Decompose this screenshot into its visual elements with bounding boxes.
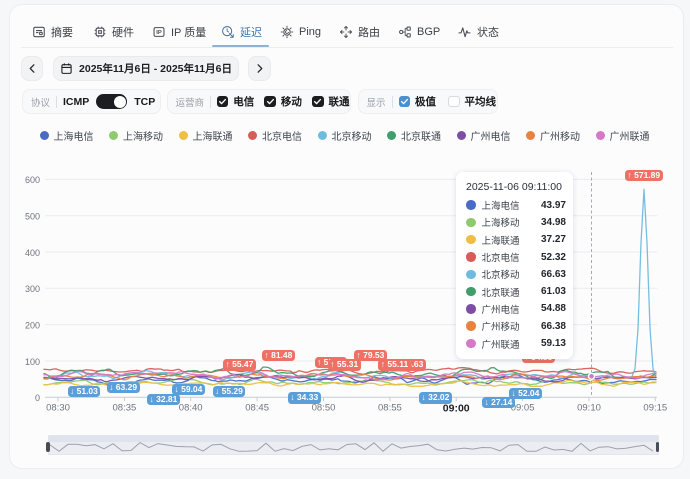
svg-text:400: 400 [25, 248, 40, 258]
svg-text:09:15: 09:15 [643, 403, 667, 414]
svg-text:300: 300 [25, 284, 40, 294]
svg-text:IP: IP [156, 30, 162, 36]
svg-text:0: 0 [35, 393, 40, 403]
svg-text:100: 100 [25, 357, 40, 367]
svg-text:08:45: 08:45 [245, 403, 269, 414]
svg-text:09:10: 09:10 [577, 403, 601, 414]
svg-text:09:05: 09:05 [511, 403, 535, 414]
svg-text:08:55: 08:55 [378, 403, 402, 414]
svg-text:08:40: 08:40 [179, 403, 203, 414]
svg-text:09:00: 09:00 [443, 403, 470, 415]
svg-text:200: 200 [25, 320, 40, 330]
svg-text:08:30: 08:30 [46, 403, 70, 414]
svg-text:600: 600 [25, 175, 40, 185]
svg-text:08:50: 08:50 [312, 403, 336, 414]
svg-text:500: 500 [25, 212, 40, 222]
svg-text:08:35: 08:35 [113, 403, 137, 414]
